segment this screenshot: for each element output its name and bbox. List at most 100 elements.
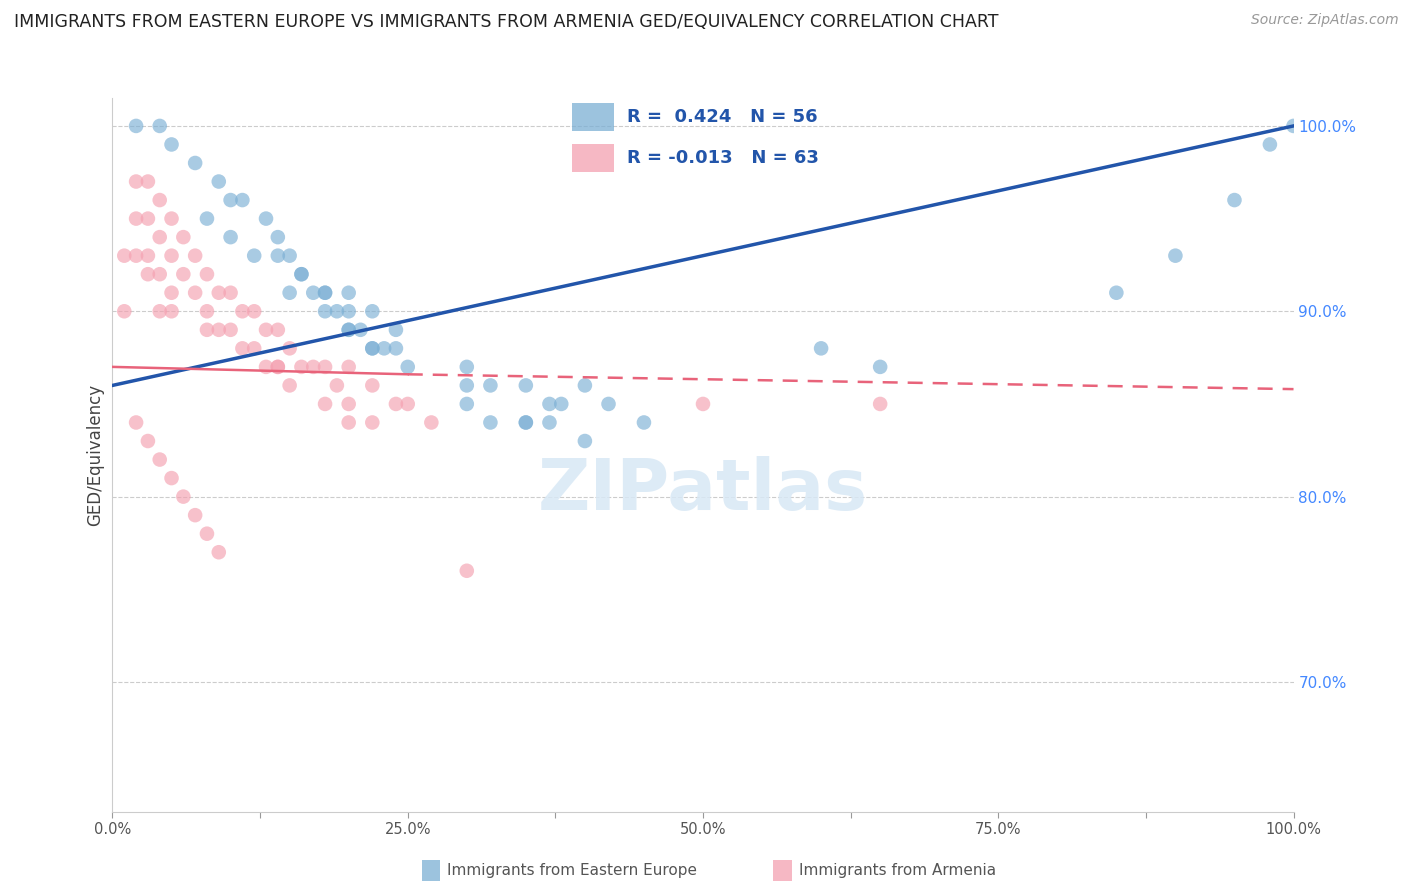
Point [149, 119, 172, 133]
Point [160, 249, 183, 263]
Point [869, 397, 891, 411]
Point [208, 323, 231, 337]
FancyBboxPatch shape [422, 860, 440, 881]
Point [337, 304, 360, 318]
Point [149, 267, 172, 281]
Point [456, 378, 478, 392]
Point [290, 359, 312, 374]
Point [349, 323, 371, 337]
Point [302, 285, 325, 300]
Point [184, 508, 207, 523]
Point [243, 342, 266, 356]
Y-axis label: GED/Equivalency: GED/Equivalency [86, 384, 104, 526]
Point [385, 397, 408, 411]
Text: Source: ZipAtlas.com: Source: ZipAtlas.com [1251, 13, 1399, 28]
Point [337, 359, 360, 374]
Point [1258, 137, 1281, 152]
Point [172, 267, 194, 281]
Point [515, 416, 537, 430]
Point [692, 397, 714, 411]
Point [254, 359, 277, 374]
Point [149, 193, 172, 207]
Point [479, 416, 502, 430]
Point [869, 359, 891, 374]
Point [456, 359, 478, 374]
Point [267, 249, 290, 263]
Point [136, 267, 159, 281]
Point [172, 490, 194, 504]
Point [314, 359, 336, 374]
Point [243, 304, 266, 318]
Point [160, 211, 183, 226]
Point [136, 211, 159, 226]
Point [538, 397, 561, 411]
Point [195, 304, 218, 318]
Point [112, 304, 135, 318]
Point [574, 378, 596, 392]
Point [267, 359, 290, 374]
Point [361, 342, 384, 356]
Point [515, 378, 537, 392]
Point [125, 416, 148, 430]
Point [1282, 119, 1305, 133]
Point [1164, 249, 1187, 263]
Point [278, 249, 301, 263]
Point [125, 175, 148, 189]
Point [278, 378, 301, 392]
Text: ZIPatlas: ZIPatlas [538, 456, 868, 525]
Text: R =  0.424   N = 56: R = 0.424 N = 56 [627, 108, 818, 127]
Point [160, 471, 183, 485]
Point [574, 434, 596, 448]
Point [515, 416, 537, 430]
Point [149, 304, 172, 318]
Point [290, 267, 312, 281]
Point [1223, 193, 1246, 207]
FancyBboxPatch shape [572, 103, 614, 131]
Point [598, 397, 620, 411]
Text: Immigrants from Armenia: Immigrants from Armenia [799, 863, 995, 878]
Point [396, 359, 419, 374]
Point [373, 342, 395, 356]
Point [314, 285, 336, 300]
Point [361, 304, 384, 318]
Point [385, 323, 408, 337]
Point [195, 211, 218, 226]
Point [385, 342, 408, 356]
Point [184, 156, 207, 170]
Point [267, 323, 290, 337]
Point [231, 304, 253, 318]
Point [337, 397, 360, 411]
Point [160, 285, 183, 300]
Point [278, 285, 301, 300]
Point [149, 230, 172, 244]
Point [184, 249, 207, 263]
Point [361, 416, 384, 430]
Point [267, 230, 290, 244]
Point [172, 230, 194, 244]
Point [243, 249, 266, 263]
Point [219, 230, 242, 244]
Point [337, 323, 360, 337]
Point [195, 323, 218, 337]
Point [538, 416, 561, 430]
Point [125, 119, 148, 133]
Point [125, 249, 148, 263]
Point [810, 342, 832, 356]
Point [208, 175, 231, 189]
Point [208, 545, 231, 559]
Point [254, 211, 277, 226]
Point [219, 323, 242, 337]
FancyBboxPatch shape [572, 144, 614, 171]
Point [550, 397, 572, 411]
Point [1105, 285, 1128, 300]
Point [136, 434, 159, 448]
Point [290, 267, 312, 281]
Point [479, 378, 502, 392]
Point [208, 285, 231, 300]
Point [456, 397, 478, 411]
Text: Immigrants from Eastern Europe: Immigrants from Eastern Europe [447, 863, 697, 878]
Text: IMMIGRANTS FROM EASTERN EUROPE VS IMMIGRANTS FROM ARMENIA GED/EQUIVALENCY CORREL: IMMIGRANTS FROM EASTERN EUROPE VS IMMIGR… [14, 13, 998, 31]
Text: R = -0.013   N = 63: R = -0.013 N = 63 [627, 149, 818, 167]
Point [361, 342, 384, 356]
Point [219, 193, 242, 207]
